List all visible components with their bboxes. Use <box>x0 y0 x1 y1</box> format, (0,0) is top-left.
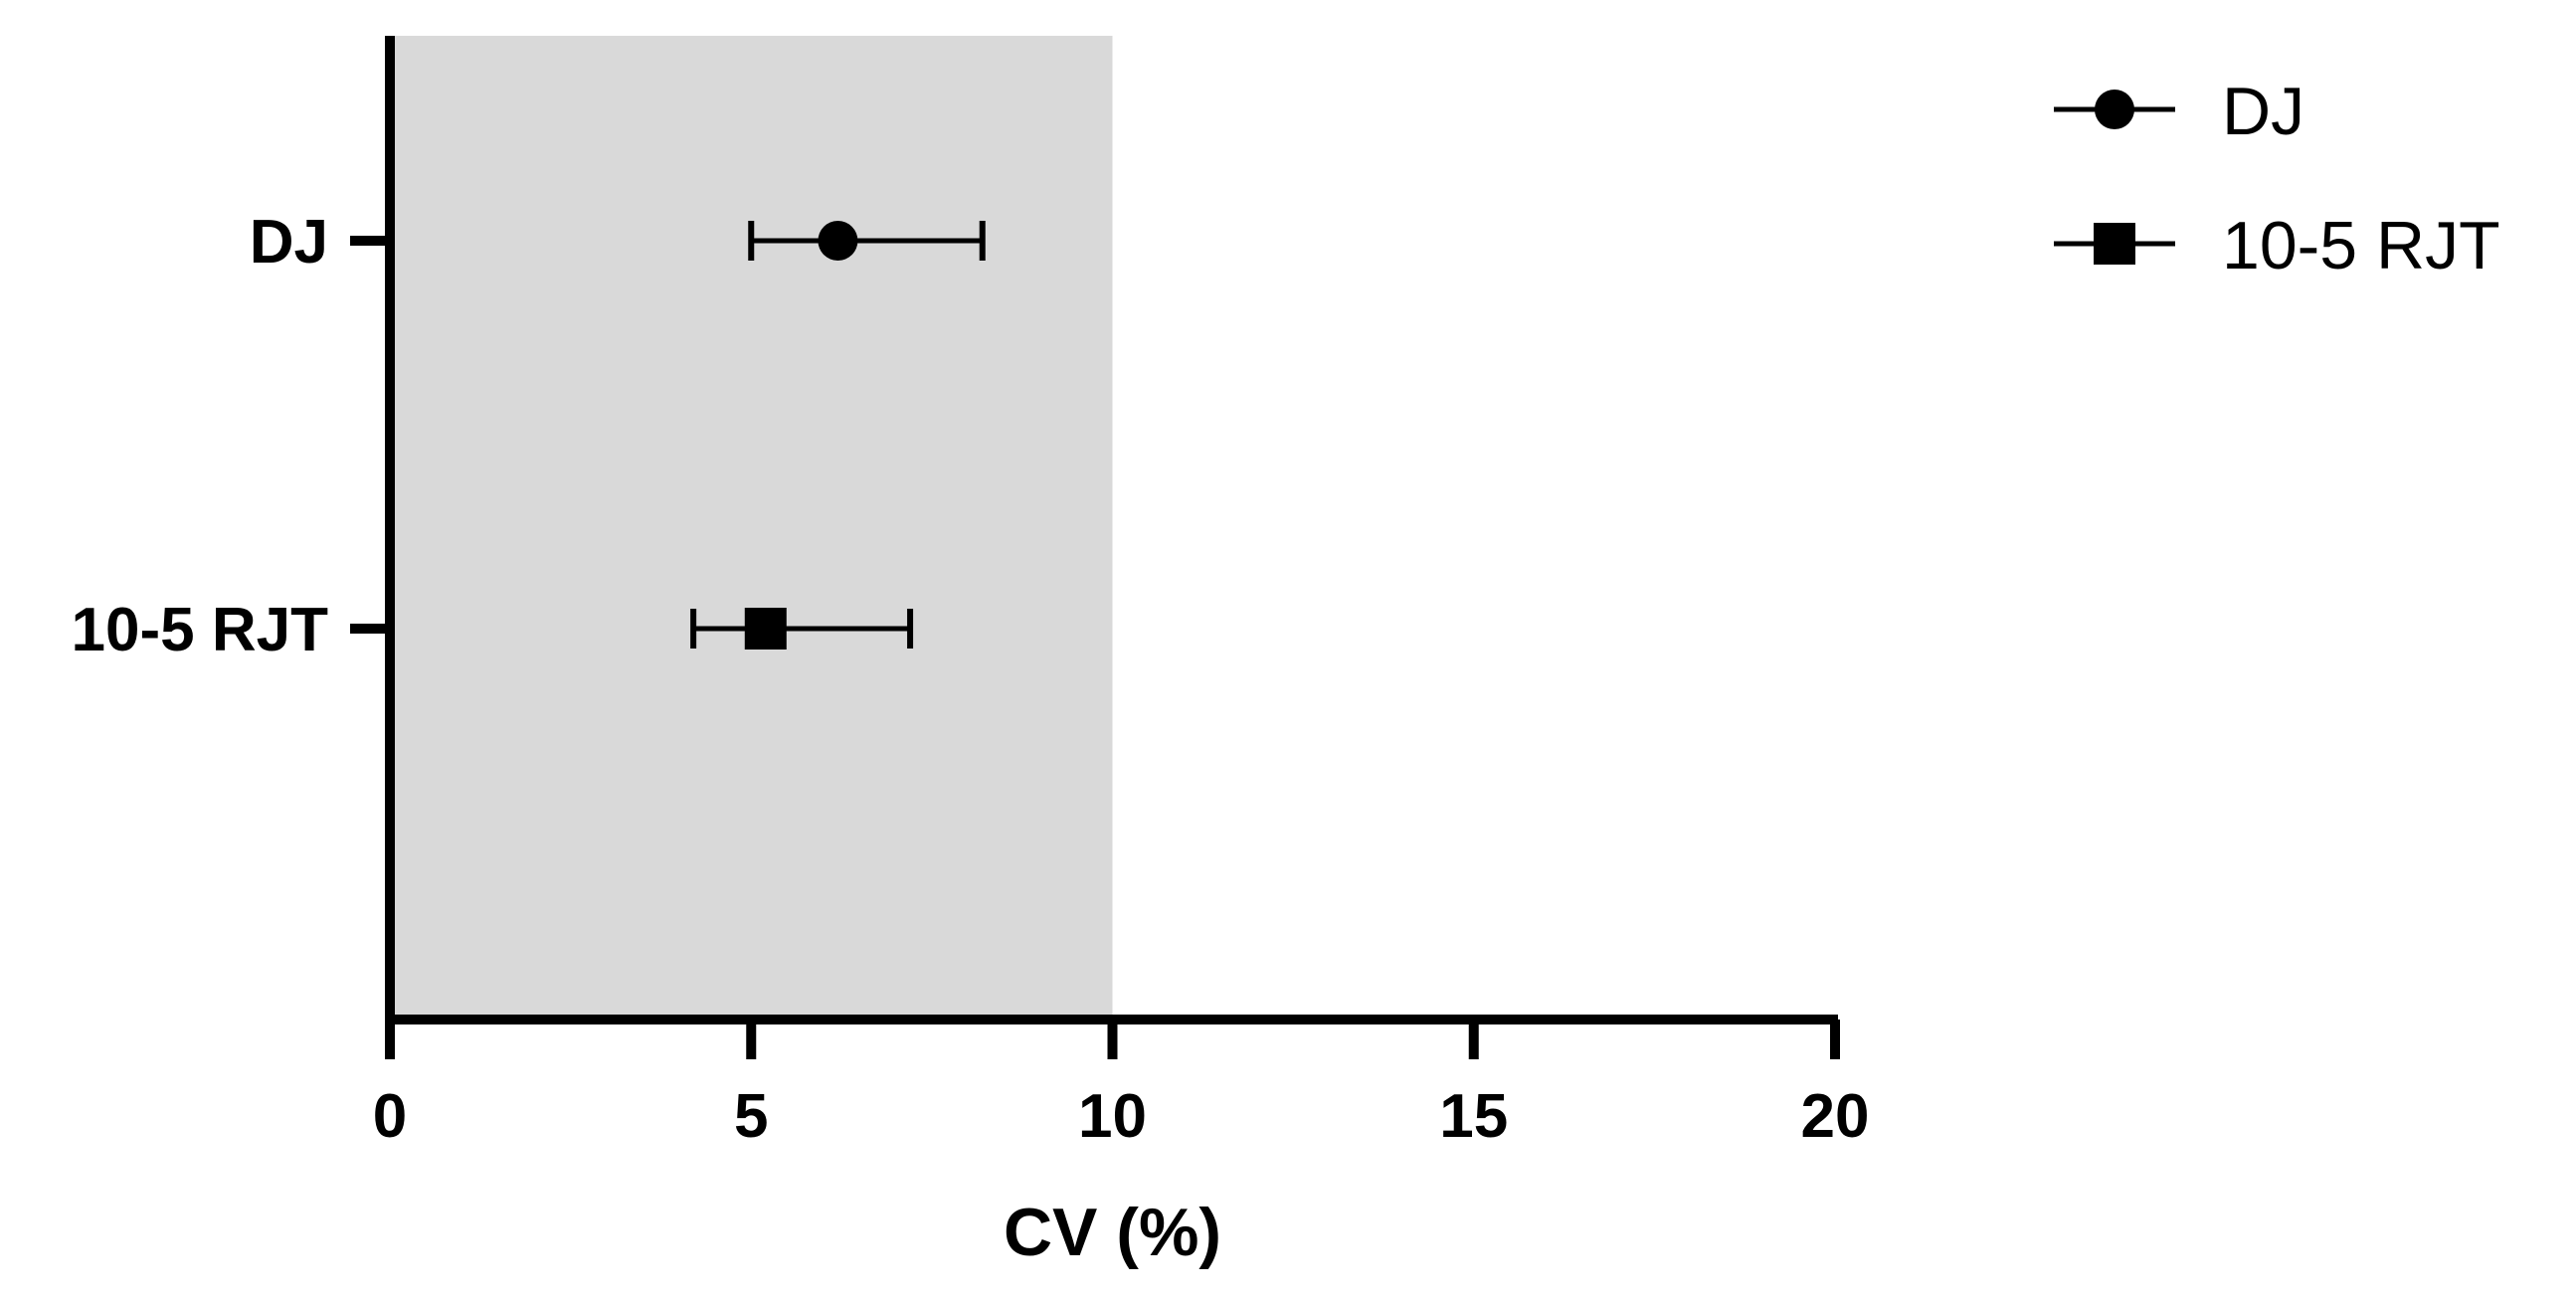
x-tick-label-20: 20 <box>1801 1082 1870 1151</box>
y-tick-label-0: DJ <box>250 208 328 277</box>
y-tick-label-1: 10-5 RJT <box>72 596 329 664</box>
y-axis-ticks: DJ 10-5 RJT <box>72 208 390 664</box>
x-tick-label-10: 10 <box>1078 1082 1147 1151</box>
legend-label-1: 10-5 RJT <box>2222 208 2500 283</box>
x-axis-ticks: 0 5 10 15 20 <box>373 1020 1870 1151</box>
x-tick-label-5: 5 <box>734 1082 768 1151</box>
x-tick-label-15: 15 <box>1439 1082 1508 1151</box>
data-point-0 <box>818 221 858 261</box>
legend-marker-square <box>2094 223 2135 265</box>
x-axis-title: CV (%) <box>1004 1195 1221 1270</box>
legend-label-0: DJ <box>2222 74 2304 149</box>
data-marks <box>690 221 986 650</box>
x-tick-label-0: 0 <box>373 1082 407 1151</box>
legend: DJ 10-5 RJT <box>2054 74 2500 283</box>
legend-marker-circle <box>2095 90 2134 129</box>
data-point-1 <box>744 608 787 650</box>
shaded-region <box>390 36 1113 1020</box>
